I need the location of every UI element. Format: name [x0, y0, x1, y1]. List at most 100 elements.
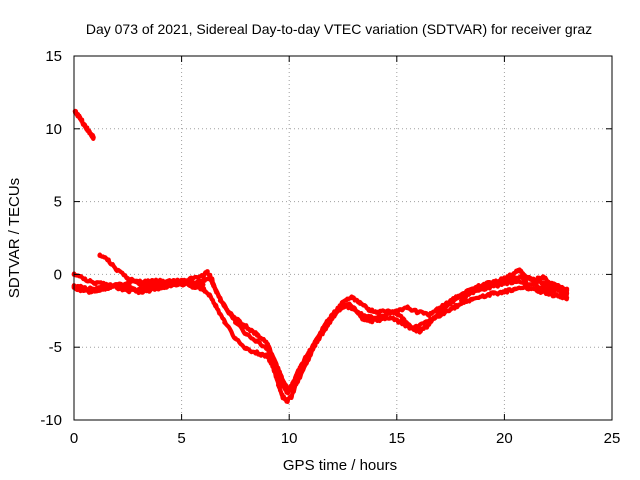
data-point: [276, 382, 281, 388]
data-point: [540, 280, 546, 286]
x-axis-label: GPS time / hours: [283, 457, 397, 474]
data-point: [254, 350, 260, 356]
tick-labels: 0 5 10 15 20 25 -10 -5 0 5 10 15: [40, 48, 620, 447]
plot-border: [73, 55, 613, 421]
x-tick-label: 0: [70, 430, 78, 447]
data-point: [235, 317, 241, 322]
data-point: [437, 312, 443, 318]
data-point: [207, 274, 213, 280]
data-point: [493, 279, 499, 285]
data-point: [523, 274, 529, 280]
data-point: [183, 279, 189, 285]
data-point: [512, 286, 518, 292]
y-tick-label: 0: [54, 266, 62, 283]
data-point: [375, 309, 380, 315]
data-point: [469, 296, 475, 302]
x-tick-label: 25: [604, 430, 621, 447]
data-point: [233, 336, 238, 341]
data-point: [540, 274, 546, 280]
data-point: [226, 309, 232, 315]
y-tick-label: 10: [45, 121, 62, 138]
data-point: [349, 295, 354, 301]
data-point: [136, 280, 142, 286]
data-point: [555, 293, 561, 299]
data-point: [325, 321, 331, 327]
data-point: [415, 324, 421, 330]
data-point: [149, 283, 154, 289]
data-point: [207, 292, 213, 298]
data-point: [484, 282, 490, 287]
data-point: [523, 285, 529, 290]
series-sat-track-e: [71, 278, 206, 295]
data-point: [192, 280, 197, 286]
data-point: [289, 394, 294, 400]
data-point: [200, 277, 206, 283]
data-point: [558, 285, 563, 290]
data-point: [200, 286, 206, 292]
data-point: [243, 346, 249, 352]
data-point: [114, 282, 120, 287]
data-point: [564, 288, 570, 293]
series-layer: [71, 108, 570, 404]
data-point: [377, 317, 382, 322]
data-point: [222, 320, 228, 325]
y-tick-label: -10: [40, 412, 62, 429]
data-point: [97, 253, 103, 258]
data-point: [82, 276, 88, 282]
data-point: [545, 290, 550, 296]
data-point: [243, 331, 249, 337]
data-point: [273, 362, 279, 368]
y-tick-label: 5: [54, 194, 62, 211]
data-point: [467, 290, 473, 296]
data-point: [166, 280, 172, 286]
data-point: [131, 286, 137, 292]
data-point: [88, 289, 94, 295]
data-point: [205, 269, 210, 274]
data-point: [564, 295, 570, 301]
data-point: [385, 308, 391, 314]
x-tick-label: 5: [177, 430, 185, 447]
data-point: [426, 318, 432, 324]
data-point: [106, 257, 111, 263]
x-tick-label: 15: [388, 430, 405, 447]
y-axis-label: SDTVAR / TECUs: [6, 178, 23, 298]
data-point: [476, 286, 481, 292]
data-point: [157, 282, 163, 287]
data-point: [291, 387, 296, 392]
data-point: [454, 295, 460, 301]
data-point: [357, 301, 363, 306]
data-point: [398, 320, 404, 325]
data-point: [368, 318, 374, 324]
data-point: [360, 315, 365, 321]
data-point: [502, 289, 507, 295]
data-point: [387, 315, 393, 321]
data-point: [512, 279, 518, 285]
data-point: [217, 298, 223, 303]
data-point: [340, 299, 346, 305]
data-point: [211, 283, 217, 289]
data-point: [97, 288, 103, 293]
data-point: [426, 312, 432, 318]
data-point: [91, 135, 96, 140]
data-point: [140, 286, 146, 292]
data-point: [502, 276, 507, 282]
data-point: [114, 267, 120, 273]
data-point: [334, 309, 339, 315]
data-point: [200, 282, 206, 287]
data-point: [342, 304, 348, 309]
data-point: [459, 298, 464, 303]
axes: [73, 55, 613, 421]
data-point: [534, 288, 540, 293]
data-point: [254, 331, 260, 337]
data-point: [308, 347, 314, 353]
chart-title: Day 073 of 2021, Sidereal Day-to-day VTE…: [86, 21, 592, 37]
data-point: [174, 279, 180, 285]
data-point: [407, 325, 413, 331]
y-tick-label: -5: [49, 339, 62, 356]
data-point: [510, 272, 516, 277]
data-point: [93, 280, 98, 286]
data-point: [424, 324, 430, 330]
data-point: [418, 328, 423, 334]
